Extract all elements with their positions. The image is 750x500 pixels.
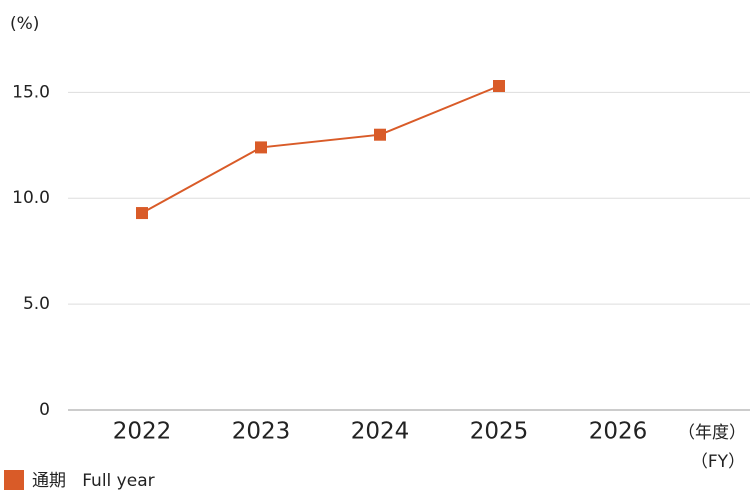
x-axis-label: （FY） xyxy=(691,452,745,472)
y-tick-label: 5.0 xyxy=(23,294,50,314)
legend-label: 通期 Full year xyxy=(32,471,155,491)
x-tick-label: 2023 xyxy=(232,419,291,445)
x-tick-label: 2022 xyxy=(113,419,172,445)
line xyxy=(141,85,500,214)
y-tick-label: 15.0 xyxy=(12,82,50,102)
point xyxy=(255,141,267,154)
y-tick-label: 0 xyxy=(39,400,50,420)
point xyxy=(493,80,505,92)
point xyxy=(136,207,148,220)
x-axis-label: （年度） xyxy=(678,423,746,443)
x-tick-label: 2024 xyxy=(351,419,410,445)
legend-swatch xyxy=(4,470,24,490)
y-tick-label: 10.0 xyxy=(12,188,50,208)
y-axis-label: (%) xyxy=(10,14,39,34)
point xyxy=(374,128,386,141)
x-tick-label: 2026 xyxy=(589,419,648,445)
x-tick-label: 2025 xyxy=(470,419,529,445)
